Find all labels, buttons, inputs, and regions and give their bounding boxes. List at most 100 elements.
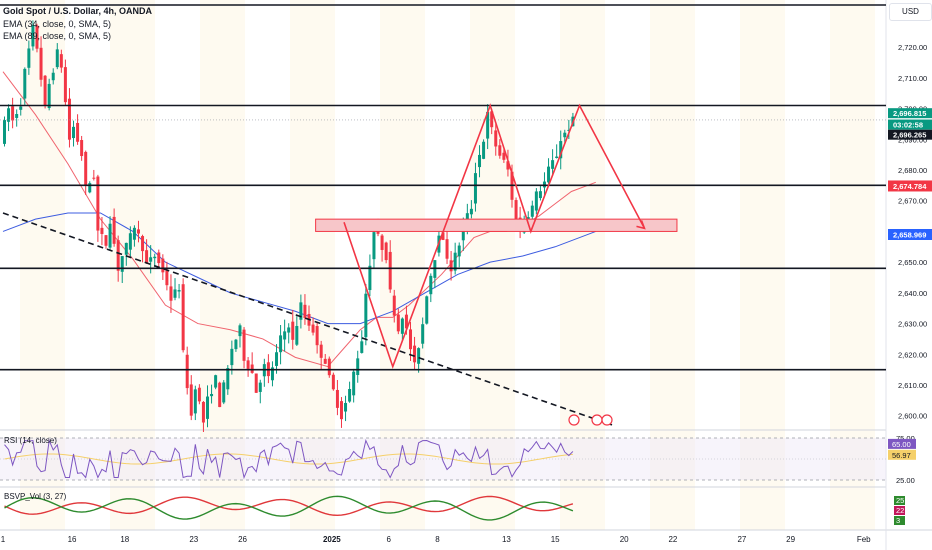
price-label-box — [888, 129, 932, 140]
candle-body — [315, 326, 319, 346]
candle-body — [230, 348, 234, 366]
price-tick-label: 2,690.00 — [898, 135, 927, 144]
candle-body — [413, 345, 417, 363]
candle-body — [291, 321, 295, 340]
candle-body — [27, 48, 31, 68]
candle-body — [250, 364, 254, 373]
candle-body — [494, 130, 498, 147]
bsvp-value-box — [894, 516, 905, 525]
candle-body — [128, 233, 132, 250]
candle-body — [441, 232, 445, 240]
candle-body — [55, 49, 59, 68]
candle-body — [197, 387, 201, 402]
candle-body — [165, 270, 169, 286]
rsi-value-text: 56.97 — [892, 451, 911, 460]
candle-body — [409, 329, 412, 350]
candle-body — [449, 260, 453, 272]
rsi-value-text: 65.00 — [892, 440, 911, 449]
time-tick-label: Feb — [857, 535, 871, 544]
candle-body — [498, 145, 502, 156]
candle-body — [141, 236, 145, 252]
candle-body — [482, 141, 486, 159]
economic-event-icon[interactable] — [601, 414, 613, 426]
candle-body — [339, 401, 343, 420]
candle-body — [490, 111, 494, 128]
candle-body — [563, 132, 567, 138]
candle-body — [116, 240, 120, 271]
candle-body — [380, 235, 384, 250]
candle-body — [193, 389, 197, 414]
candle-body — [201, 401, 205, 423]
candle-body — [210, 393, 214, 397]
currency-button[interactable]: USD — [889, 3, 932, 21]
price-tick-label: 2,610.00 — [898, 381, 927, 390]
candle-body — [547, 166, 551, 183]
levels-layer — [0, 4, 886, 426]
time-tick-label: 18 — [120, 535, 129, 544]
candle-body — [388, 251, 392, 290]
candle-body — [206, 396, 209, 419]
time-tick-label: 20 — [620, 535, 629, 544]
session-shade — [470, 0, 515, 530]
economic-event-icon[interactable] — [591, 414, 603, 426]
bsvp-value-text: 3 — [896, 516, 900, 525]
candle-body — [275, 352, 279, 366]
candle-body — [469, 208, 473, 215]
candle-body — [299, 302, 303, 320]
time-tick-label: 23 — [189, 535, 198, 544]
rsi-tick-label: 25.00 — [896, 476, 915, 485]
candle-body — [534, 191, 538, 211]
candle-body — [425, 296, 429, 324]
price-label-text: 03:02:58 — [893, 121, 923, 130]
candle-body — [19, 106, 23, 110]
bsvp-buy-line — [4, 495, 574, 521]
bsvp-value-text: 22 — [896, 506, 904, 515]
candle-body — [15, 114, 19, 118]
candle-body — [43, 75, 47, 106]
candle-body — [323, 358, 327, 364]
candle-body — [31, 24, 35, 47]
candle-body — [132, 227, 136, 240]
candle-body — [47, 83, 51, 109]
time-tick-label: 22 — [668, 535, 677, 544]
candle-body — [169, 286, 173, 301]
price-tick-label: 2,640.00 — [898, 289, 927, 298]
candle-body — [173, 289, 177, 298]
candle-body — [84, 151, 88, 185]
price-tick-label: 2,680.00 — [898, 166, 927, 175]
candle-body — [108, 223, 112, 248]
session-shade — [740, 0, 785, 530]
time-tick-label: 13 — [502, 535, 511, 544]
session-shade — [560, 0, 605, 530]
candle-body — [429, 275, 433, 295]
candle-body — [258, 382, 262, 392]
price-label-box — [888, 108, 932, 119]
price-tick-label: 2,600.00 — [898, 412, 927, 421]
price-tick-label: 2,630.00 — [898, 320, 927, 329]
candle-body — [96, 176, 100, 231]
candle-body — [59, 54, 63, 68]
economic-event-icon[interactable] — [568, 414, 580, 426]
chart-legend: Gold Spot / U.S. Dollar, 4h, OANDA EMA (… — [3, 5, 152, 43]
candle-body — [404, 314, 408, 329]
candle-body — [283, 331, 287, 340]
candle-body — [311, 324, 315, 333]
time-tick-label: 15 — [551, 535, 560, 544]
rsi-ma-line — [4, 453, 573, 465]
candle-body — [242, 329, 246, 361]
session-shade — [650, 0, 695, 530]
candle-body — [112, 216, 116, 244]
candle-body — [295, 325, 299, 345]
bsvp-value-text: 25 — [896, 496, 904, 505]
candle-body — [392, 295, 396, 316]
candle-body — [400, 318, 404, 334]
event-markers[interactable] — [568, 414, 613, 426]
candle-body — [254, 373, 258, 393]
ema-34-label: EMA (34, close, 0, SMA, 5) — [3, 18, 112, 29]
time-axis: 1 16 18 23 26 2025 6 8 13 15 20 22 27 29 Feb — [1, 535, 871, 544]
candle-body — [226, 368, 230, 390]
symbol-title: Gold Spot / U.S. Dollar, 4h, OANDA — [3, 6, 153, 16]
